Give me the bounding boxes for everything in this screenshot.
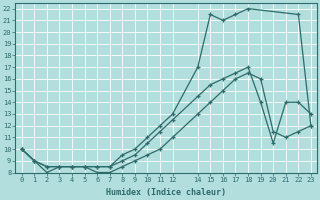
X-axis label: Humidex (Indice chaleur): Humidex (Indice chaleur) — [106, 188, 226, 197]
